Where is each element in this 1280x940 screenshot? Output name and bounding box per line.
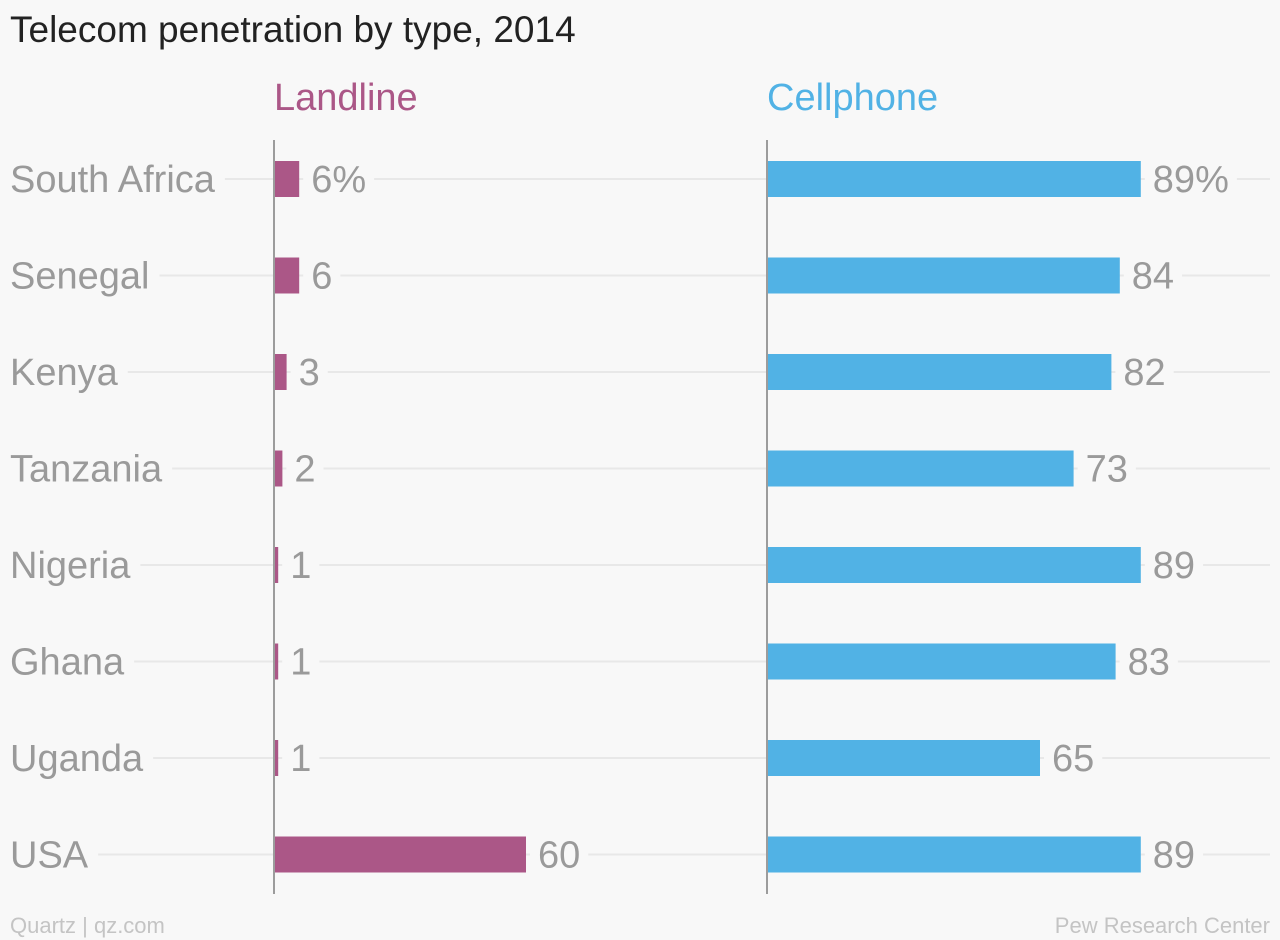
label-background bbox=[1144, 850, 1204, 859]
data-label: 73 bbox=[1086, 449, 1128, 491]
footer-source-left: Quartz | qz.com bbox=[10, 913, 165, 938]
bar bbox=[767, 161, 1141, 197]
label-background bbox=[282, 657, 320, 666]
label-background bbox=[303, 271, 341, 280]
category-label: USA bbox=[10, 835, 89, 877]
axes bbox=[273, 140, 768, 894]
data-label: 89% bbox=[1153, 159, 1229, 201]
category-label: Uganda bbox=[10, 738, 144, 780]
data-label: 89 bbox=[1153, 835, 1195, 877]
category-label: Kenya bbox=[10, 352, 119, 394]
data-label: 6 bbox=[311, 256, 332, 298]
data-label: 6% bbox=[311, 159, 366, 201]
label-background bbox=[530, 850, 589, 859]
label-background bbox=[1123, 271, 1183, 280]
bar bbox=[274, 836, 526, 873]
bar bbox=[274, 450, 283, 487]
category-label: Senegal bbox=[10, 256, 149, 298]
bar bbox=[767, 643, 1116, 680]
data-label: 1 bbox=[290, 738, 311, 780]
bar bbox=[767, 450, 1074, 487]
bar bbox=[767, 257, 1120, 294]
label-background bbox=[1044, 754, 1103, 762]
data-label: 1 bbox=[290, 642, 311, 684]
label-background bbox=[290, 368, 328, 376]
label-background bbox=[286, 464, 324, 473]
bars bbox=[274, 161, 1237, 873]
category-label: Ghana bbox=[10, 642, 125, 684]
label-background bbox=[1144, 561, 1204, 569]
data-label: 89 bbox=[1153, 545, 1195, 587]
data-label: 1 bbox=[290, 545, 311, 587]
bar bbox=[767, 836, 1141, 873]
label-background bbox=[282, 561, 320, 569]
label-background bbox=[282, 754, 320, 762]
data-label: 65 bbox=[1052, 738, 1094, 780]
bar bbox=[274, 161, 300, 197]
category-label: Nigeria bbox=[10, 545, 131, 587]
footer-source-right: Pew Research Center bbox=[1055, 913, 1270, 938]
data-label: 3 bbox=[299, 352, 320, 394]
category-label: Tanzania bbox=[10, 449, 163, 491]
label-background bbox=[1119, 657, 1178, 666]
label-background bbox=[1077, 464, 1136, 473]
label-background bbox=[1115, 368, 1174, 376]
legend-label: Cellphone bbox=[767, 77, 938, 119]
data-label: 84 bbox=[1132, 256, 1174, 298]
labels: South Africa Senegal Kenya Tanzania Nigeria G… bbox=[10, 77, 1229, 877]
data-label: 82 bbox=[1123, 352, 1165, 394]
bar bbox=[274, 257, 300, 294]
label-background bbox=[303, 175, 375, 183]
chart-title: Telecom penetration by type, 2014 bbox=[10, 9, 576, 50]
data-label: 60 bbox=[538, 835, 580, 877]
bar bbox=[767, 354, 1112, 390]
bar bbox=[274, 643, 279, 680]
data-label: 83 bbox=[1128, 642, 1170, 684]
legend-label: Landline bbox=[274, 77, 418, 119]
bar bbox=[767, 740, 1040, 776]
label-background bbox=[1144, 175, 1237, 183]
category-label: South Africa bbox=[10, 159, 216, 201]
bar bbox=[767, 547, 1141, 583]
bar bbox=[274, 354, 287, 390]
bar bbox=[274, 740, 279, 776]
data-label: 2 bbox=[294, 449, 315, 491]
bar bbox=[274, 547, 279, 583]
